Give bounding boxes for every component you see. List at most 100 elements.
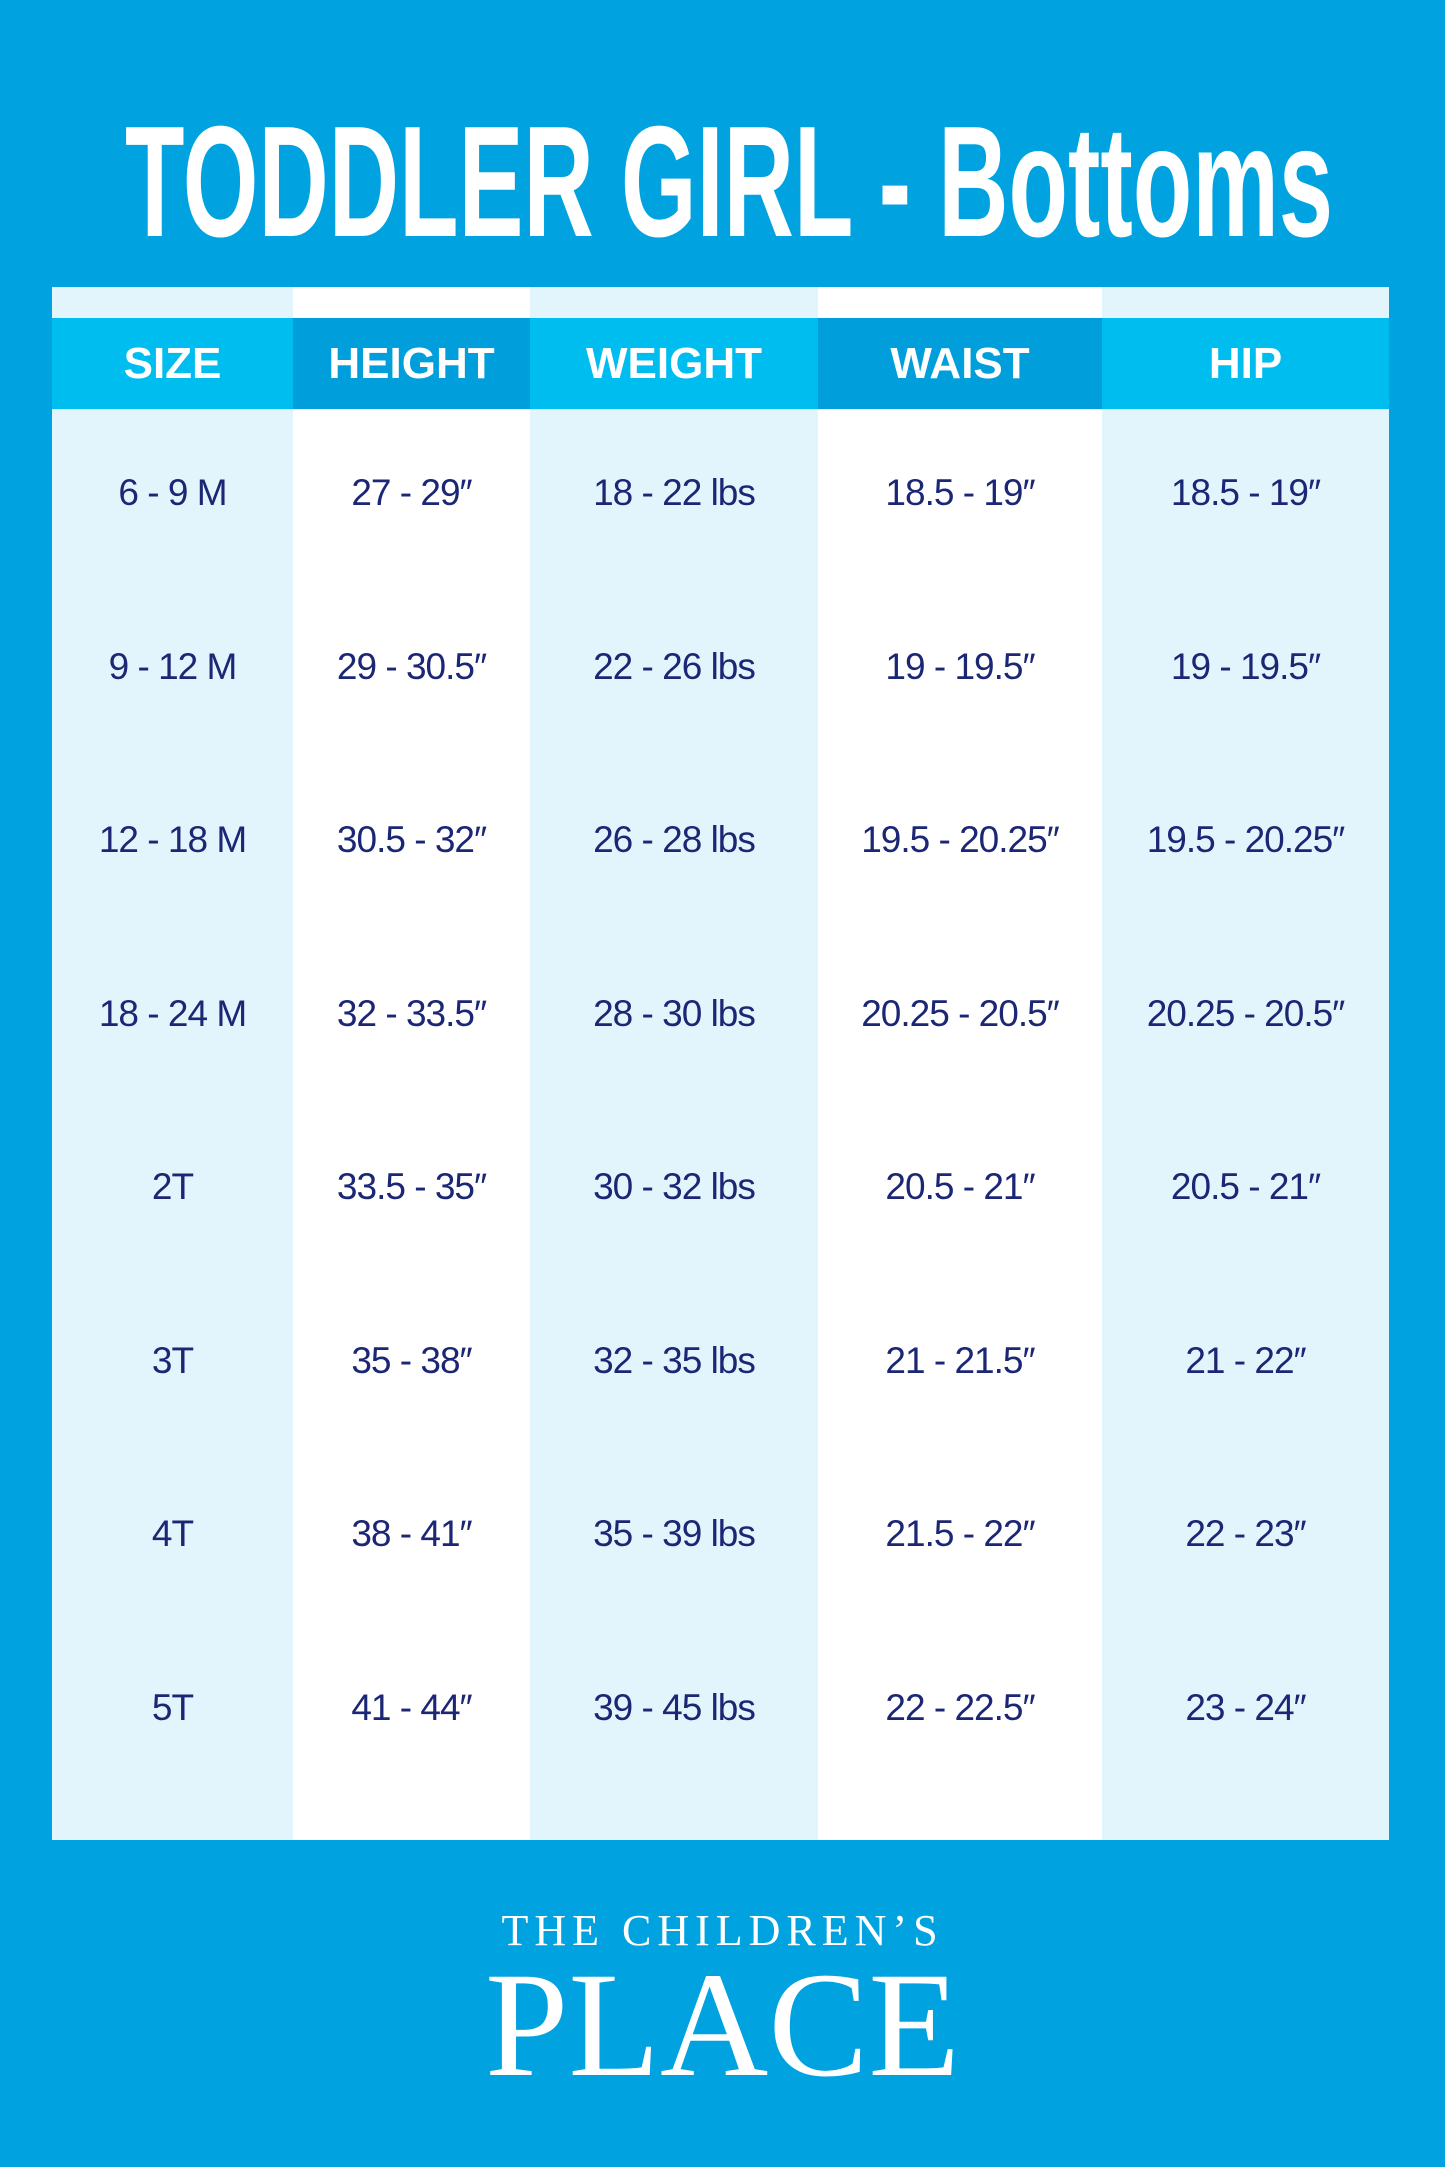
size-chart-table: SIZE HEIGHT WEIGHT WAIST HIP 6 - 9 M 27 - 29″ 1… — [52, 287, 1389, 1840]
header-waist: WAIST — [818, 318, 1102, 409]
cell-waist: 19.5 - 20.25″ — [818, 800, 1102, 880]
cell-size: 12 - 18 M — [52, 800, 293, 880]
cell-value: 33.5 - 35″ — [336, 1166, 487, 1207]
cell-weight: 26 - 28 lbs — [530, 800, 818, 880]
cell-size: 18 - 24 M — [52, 974, 293, 1054]
cell-value: 19 - 19.5″ — [1170, 645, 1321, 687]
brand-logo-line2: PLACE — [484, 1942, 961, 2108]
header-height: HEIGHT — [293, 318, 530, 409]
page-title: TODDLER GIRL - Bottoms — [0, 70, 1445, 270]
cell-value: 18.5 - 19″ — [885, 472, 1035, 513]
cell-value: 27 - 29″ — [351, 472, 472, 513]
cell-waist: 18.5 - 19″ — [818, 453, 1102, 533]
cell-value: 35 - 39 lbs — [593, 1513, 756, 1554]
cell-value: 12 - 18 M — [98, 819, 247, 860]
cell-size: 4T — [52, 1494, 293, 1574]
cell-value: 39 - 45 lbs — [593, 1686, 756, 1728]
cell-value: 20.5 - 21″ — [1170, 1166, 1321, 1207]
cell-value: 9 - 12 M — [108, 645, 238, 687]
cell-value: 2T — [151, 1166, 194, 1207]
cell-hip: 22 - 23″ — [1102, 1494, 1389, 1574]
cell-height: 27 - 29″ — [293, 453, 530, 533]
cell-height: 38 - 41″ — [293, 1494, 530, 1574]
cell-size: 2T — [52, 1147, 293, 1227]
cell-size: 9 - 12 M — [52, 627, 293, 707]
cell-size: 5T — [52, 1668, 293, 1748]
header-size: SIZE — [52, 318, 293, 409]
cell-value: 3T — [151, 1339, 194, 1381]
cell-waist: 20.5 - 21″ — [818, 1147, 1102, 1227]
cell-waist: 19 - 19.5″ — [818, 627, 1102, 707]
cell-value: 20.5 - 21″ — [885, 1166, 1035, 1207]
cell-value: 38 - 41″ — [351, 1513, 472, 1554]
cell-value: 18.5 - 19″ — [1170, 472, 1321, 513]
cell-value: 21.5 - 22″ — [885, 1513, 1035, 1554]
cell-weight: 30 - 32 lbs — [530, 1147, 818, 1227]
cell-value: 4T — [151, 1513, 194, 1554]
cell-waist: 21.5 - 22″ — [818, 1494, 1102, 1574]
cell-height: 33.5 - 35″ — [293, 1147, 530, 1227]
cell-hip: 20.5 - 21″ — [1102, 1147, 1389, 1227]
cell-height: 41 - 44″ — [293, 1668, 530, 1748]
cell-hip: 23 - 24″ — [1102, 1668, 1389, 1748]
cell-waist: 20.25 - 20.5″ — [818, 974, 1102, 1054]
header-label: SIZE — [123, 338, 222, 388]
cell-hip: 19.5 - 20.25″ — [1102, 800, 1389, 880]
cell-value: 20.25 - 20.5″ — [1146, 992, 1346, 1034]
cell-size: 3T — [52, 1321, 293, 1401]
cell-height: 35 - 38″ — [293, 1321, 530, 1401]
brand-logo-line1: THE CHILDREN’S — [501, 1906, 944, 1955]
column-hip — [1102, 287, 1389, 1840]
cell-value: 6 - 9 M — [118, 472, 227, 513]
cell-weight: 22 - 26 lbs — [530, 627, 818, 707]
cell-value: 32 - 35 lbs — [593, 1339, 756, 1381]
cell-value: 20.25 - 20.5″ — [861, 992, 1060, 1034]
cell-hip: 18.5 - 19″ — [1102, 453, 1389, 533]
cell-value: 26 - 28 lbs — [593, 819, 756, 860]
cell-value: 18 - 24 M — [98, 992, 247, 1034]
cell-value: 19.5 - 20.25″ — [1146, 819, 1346, 860]
cell-value: 21 - 22″ — [1185, 1339, 1306, 1381]
cell-value: 35 - 38″ — [351, 1339, 472, 1381]
cell-value: 32 - 33.5″ — [336, 992, 487, 1034]
cell-weight: 18 - 22 lbs — [530, 453, 818, 533]
cell-value: 22 - 22.5″ — [885, 1686, 1035, 1728]
cell-waist: 21 - 21.5″ — [818, 1321, 1102, 1401]
cell-value: 5T — [151, 1686, 194, 1728]
cell-value: 19.5 - 20.25″ — [861, 819, 1060, 860]
cell-hip: 20.25 - 20.5″ — [1102, 974, 1389, 1054]
cell-value: 22 - 23″ — [1185, 1513, 1306, 1554]
column-size — [52, 287, 293, 1840]
header-label: WAIST — [890, 338, 1030, 388]
title-text: TODDLER GIRL - Bottoms — [125, 94, 1333, 270]
cell-hip: 19 - 19.5″ — [1102, 627, 1389, 707]
cell-weight: 28 - 30 lbs — [530, 974, 818, 1054]
cell-value: 21 - 21.5″ — [885, 1339, 1035, 1381]
column-weight — [530, 287, 818, 1840]
cell-value: 23 - 24″ — [1185, 1686, 1306, 1728]
cell-value: 19 - 19.5″ — [885, 645, 1035, 687]
cell-height: 30.5 - 32″ — [293, 800, 530, 880]
header-weight: WEIGHT — [530, 318, 818, 409]
cell-hip: 21 - 22″ — [1102, 1321, 1389, 1401]
cell-value: 18 - 22 lbs — [593, 472, 756, 513]
header-label: HEIGHT — [328, 338, 495, 388]
header-hip: HIP — [1102, 318, 1389, 409]
cell-weight: 39 - 45 lbs — [530, 1668, 818, 1748]
cell-value: 30.5 - 32″ — [336, 819, 487, 860]
cell-value: 41 - 44″ — [351, 1686, 472, 1728]
column-height — [293, 287, 530, 1840]
header-label: WEIGHT — [586, 338, 762, 388]
cell-weight: 35 - 39 lbs — [530, 1494, 818, 1574]
cell-height: 32 - 33.5″ — [293, 974, 530, 1054]
cell-weight: 32 - 35 lbs — [530, 1321, 818, 1401]
cell-waist: 22 - 22.5″ — [818, 1668, 1102, 1748]
cell-size: 6 - 9 M — [52, 453, 293, 533]
cell-value: 22 - 26 lbs — [593, 645, 756, 687]
cell-value: 30 - 32 lbs — [593, 1166, 756, 1207]
header-label: HIP — [1208, 338, 1283, 388]
cell-value: 29 - 30.5″ — [336, 645, 487, 687]
cell-value: 28 - 30 lbs — [593, 992, 756, 1034]
cell-height: 29 - 30.5″ — [293, 627, 530, 707]
column-waist — [818, 287, 1102, 1840]
